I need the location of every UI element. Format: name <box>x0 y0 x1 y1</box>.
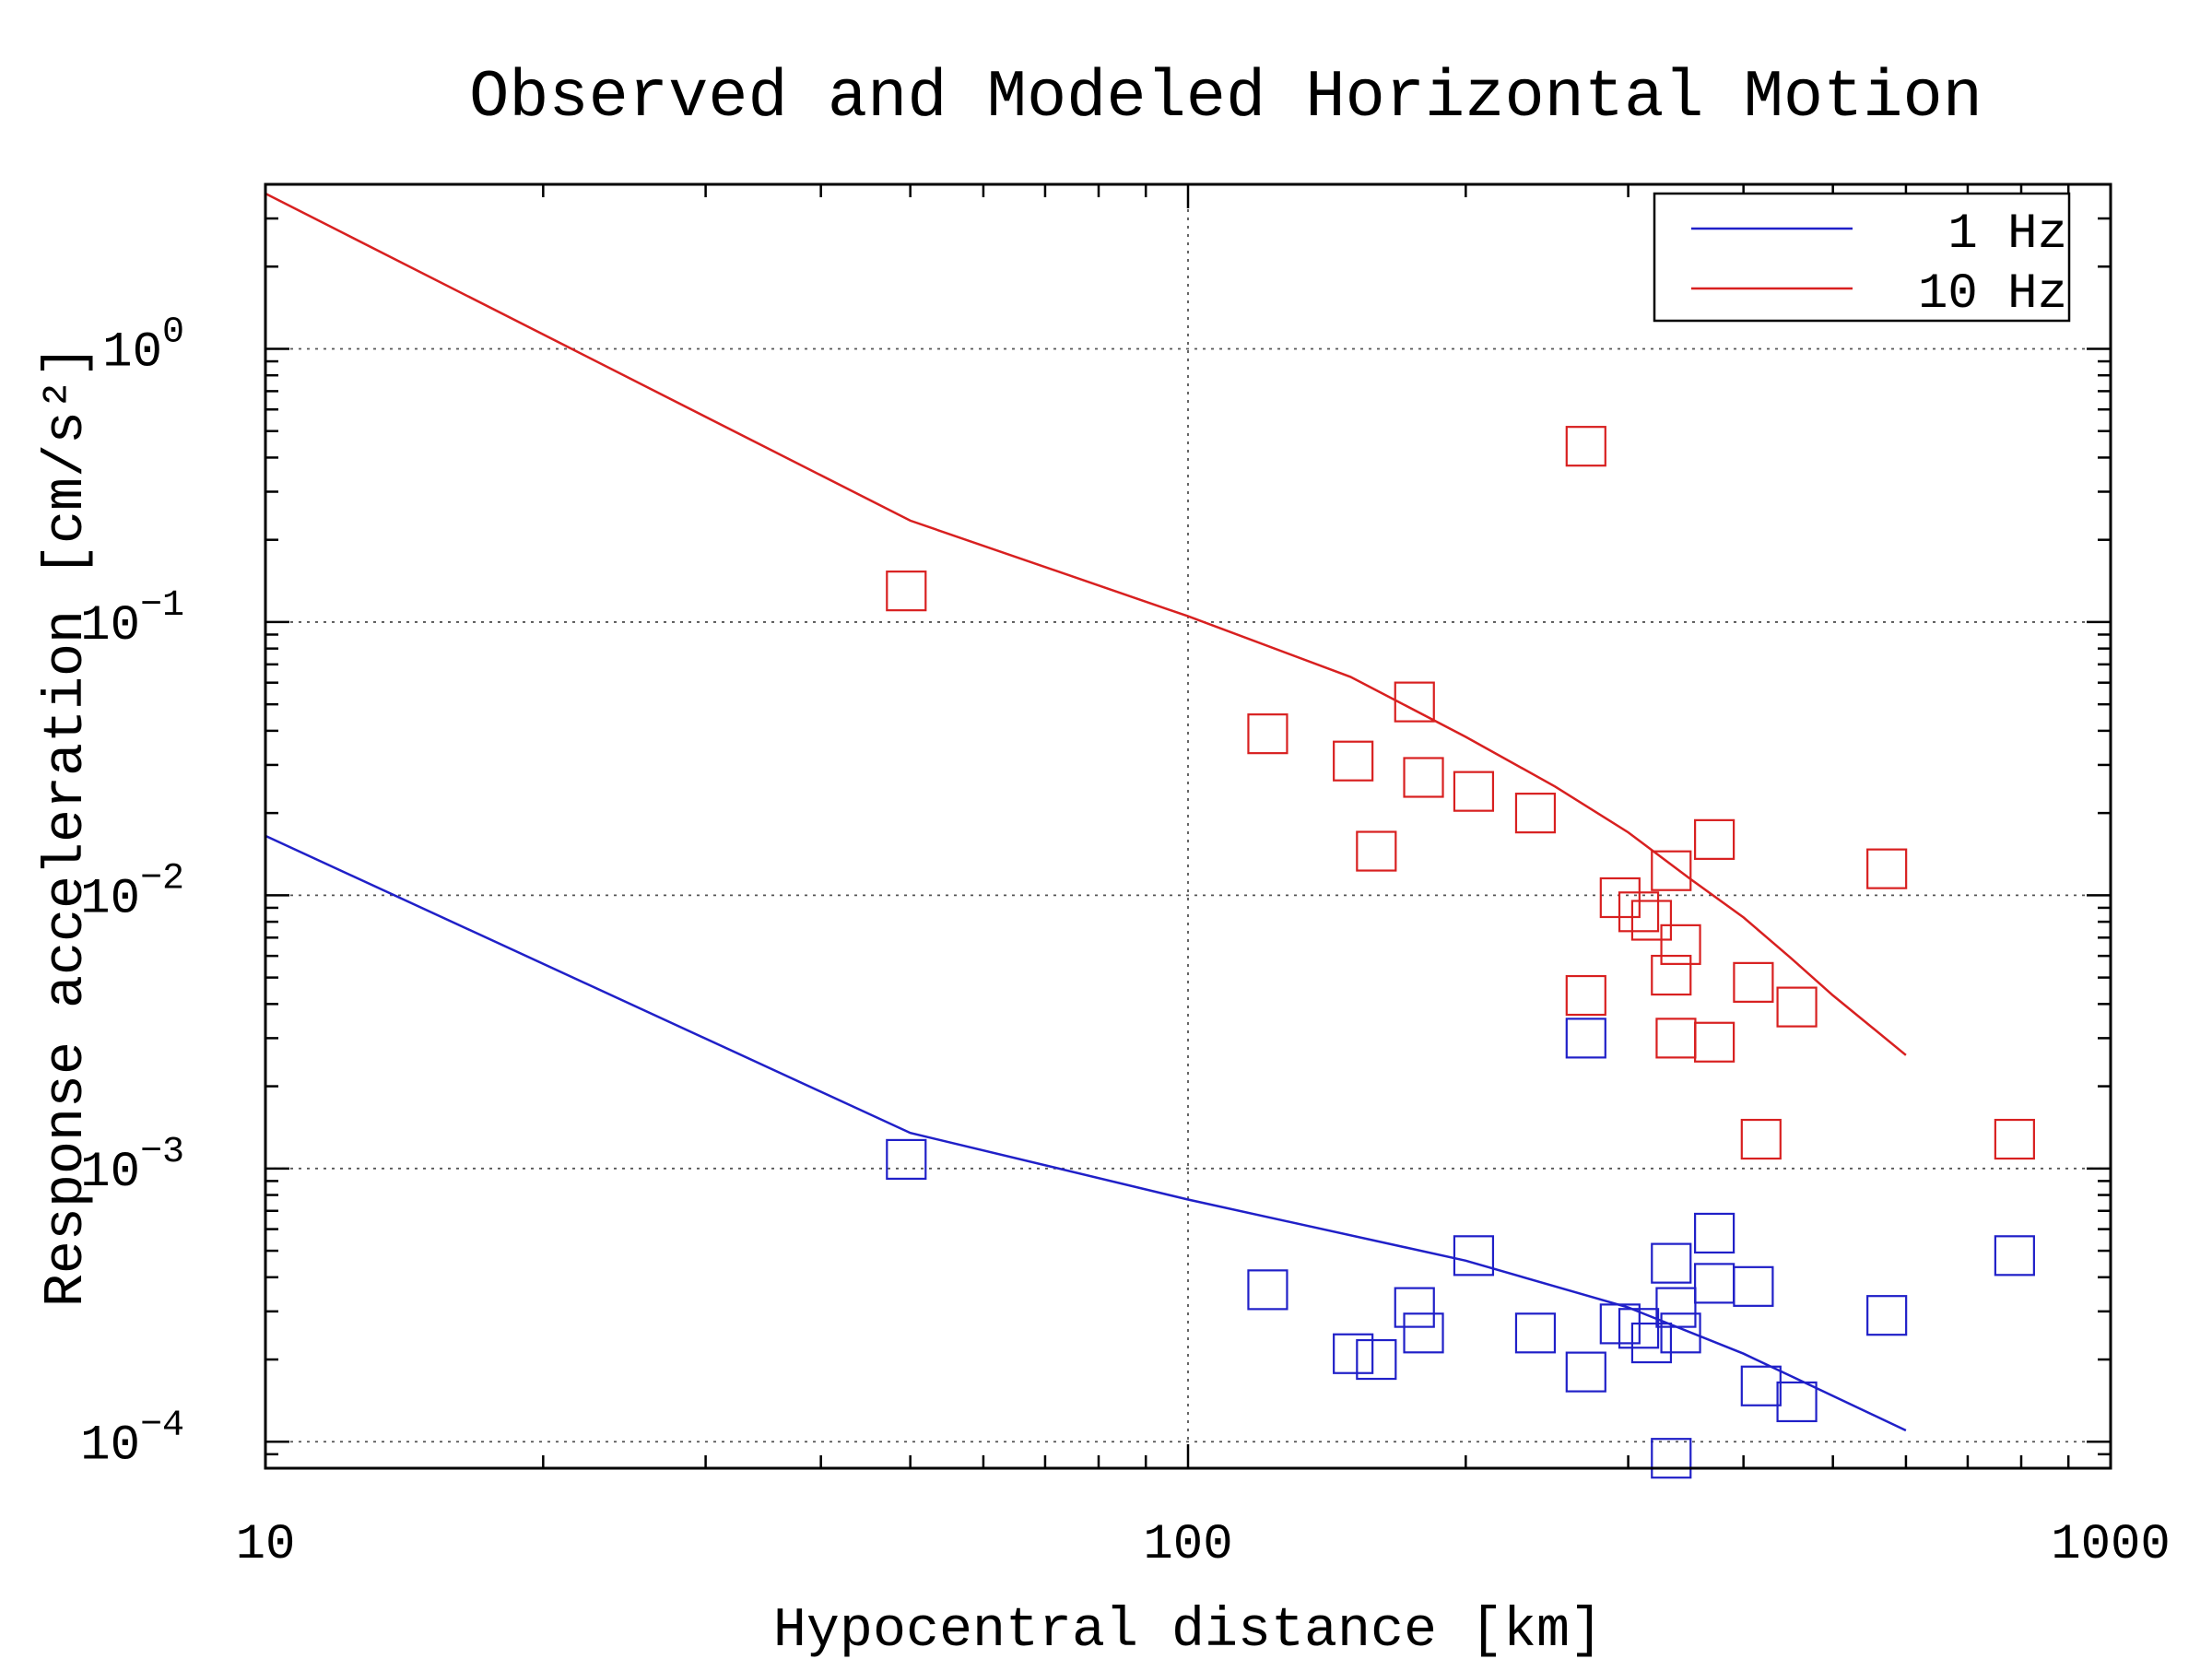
legend: 1 Hz 10 Hz <box>1653 192 2071 323</box>
observed-point-1hz <box>1651 1438 1692 1479</box>
observed-point-10hz <box>886 571 927 612</box>
observed-point-1hz <box>1394 1287 1435 1328</box>
x-tick-label: 1000 <box>2051 1517 2171 1573</box>
observed-point-1hz <box>1660 1312 1701 1354</box>
observed-point-10hz <box>1694 1021 1735 1063</box>
y-tick-label: 100 <box>102 312 184 381</box>
observed-point-1hz <box>1630 1322 1673 1364</box>
observed-point-1hz <box>1403 1312 1444 1354</box>
observed-point-1hz <box>1514 1312 1557 1354</box>
observed-point-10hz <box>1618 891 1660 933</box>
y-tick-label: 10−2 <box>80 858 184 927</box>
observed-point-1hz <box>1453 1235 1495 1277</box>
observed-point-10hz <box>1565 974 1606 1017</box>
x-tick-label: 100 <box>1143 1517 1232 1573</box>
observed-point-10hz <box>1740 1118 1782 1160</box>
observed-point-10hz <box>1866 848 1908 889</box>
observed-point-1hz <box>1618 1308 1660 1349</box>
observed-point-10hz <box>1651 850 1692 891</box>
observed-point-1hz <box>1694 1263 1735 1304</box>
y-tick-label: 10−3 <box>80 1132 184 1201</box>
observed-point-10hz <box>1394 681 1435 723</box>
observed-point-10hz <box>1247 713 1288 755</box>
observed-point-1hz <box>1994 1235 2035 1277</box>
legend-label-10hz: 10 Hz <box>1918 266 2067 323</box>
model-line-1hz <box>265 834 1907 1432</box>
observed-point-1hz <box>1565 1018 1606 1059</box>
observed-point-1hz <box>1333 1333 1374 1374</box>
y-tick-label: 10−4 <box>80 1405 184 1474</box>
observed-point-10hz <box>1356 830 1397 872</box>
axis-ticks <box>264 182 2112 1470</box>
plot-series <box>265 192 2035 1479</box>
observed-point-10hz <box>1776 986 1818 1028</box>
chart-title: Observed and Modeled Horizontal Motion <box>469 60 1983 135</box>
observed-point-10hz <box>1694 818 1735 860</box>
observed-point-10hz <box>1660 924 1701 965</box>
x-axis-label: Hypocentral distance [km] <box>773 1600 1603 1659</box>
y-axis-label: Response acceleration [cm/s²] <box>36 345 99 1307</box>
legend-box <box>1653 192 2071 323</box>
observed-point-1hz <box>1776 1381 1818 1423</box>
observed-point-10hz <box>1333 740 1374 782</box>
observed-point-1hz <box>1356 1338 1397 1381</box>
observed-point-1hz <box>1655 1287 1697 1328</box>
y-tick-labels: 10−4 10−3 10−2 10−1 100 <box>80 312 184 1474</box>
observed-point-10hz <box>1651 954 1692 996</box>
observed-point-1hz <box>1247 1269 1288 1311</box>
x-tick-label: 10 <box>236 1517 296 1573</box>
observed-point-10hz <box>1403 757 1444 798</box>
observed-point-10hz <box>1733 961 1774 1003</box>
observed-point-10hz <box>1655 1018 1697 1059</box>
grid <box>265 184 2111 1468</box>
observed-point-1hz <box>886 1138 927 1181</box>
x-tick-labels: 10 100 1000 <box>236 1517 2171 1573</box>
legend-label-1hz: 1 Hz <box>1947 206 2067 263</box>
observed-point-10hz <box>1453 771 1495 812</box>
y-tick-label: 10−1 <box>80 585 184 654</box>
observed-point-10hz <box>1514 793 1557 834</box>
observed-point-1hz <box>1866 1295 1908 1336</box>
observed-point-1hz <box>1740 1365 1782 1406</box>
model-line-10hz <box>265 192 1907 1056</box>
observed-point-1hz <box>1651 1242 1692 1284</box>
observed-point-1hz <box>1694 1212 1735 1254</box>
observed-point-10hz <box>1565 426 1606 467</box>
observed-point-1hz <box>1733 1265 1774 1307</box>
observed-point-10hz <box>1630 900 1673 941</box>
observed-point-10hz <box>1994 1118 2035 1160</box>
observed-point-1hz <box>1565 1351 1606 1393</box>
